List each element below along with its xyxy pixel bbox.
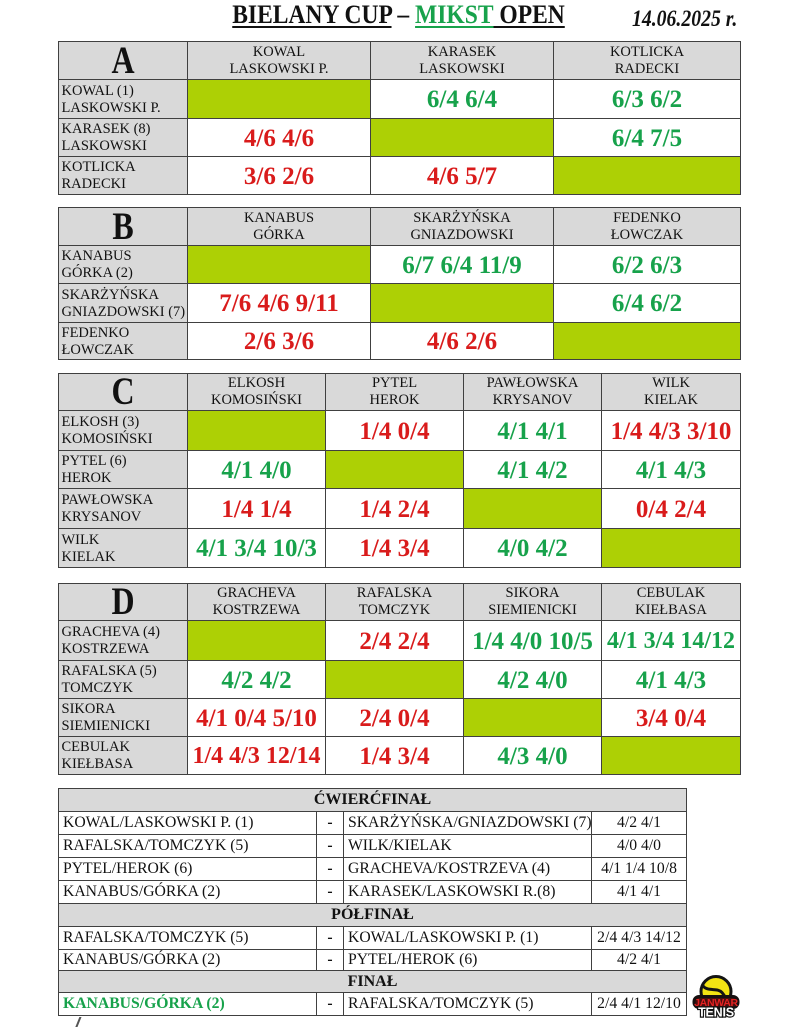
svg-text:JANWAR: JANWAR [694, 997, 738, 1009]
svg-text:TENIS: TENIS [698, 1006, 734, 1020]
